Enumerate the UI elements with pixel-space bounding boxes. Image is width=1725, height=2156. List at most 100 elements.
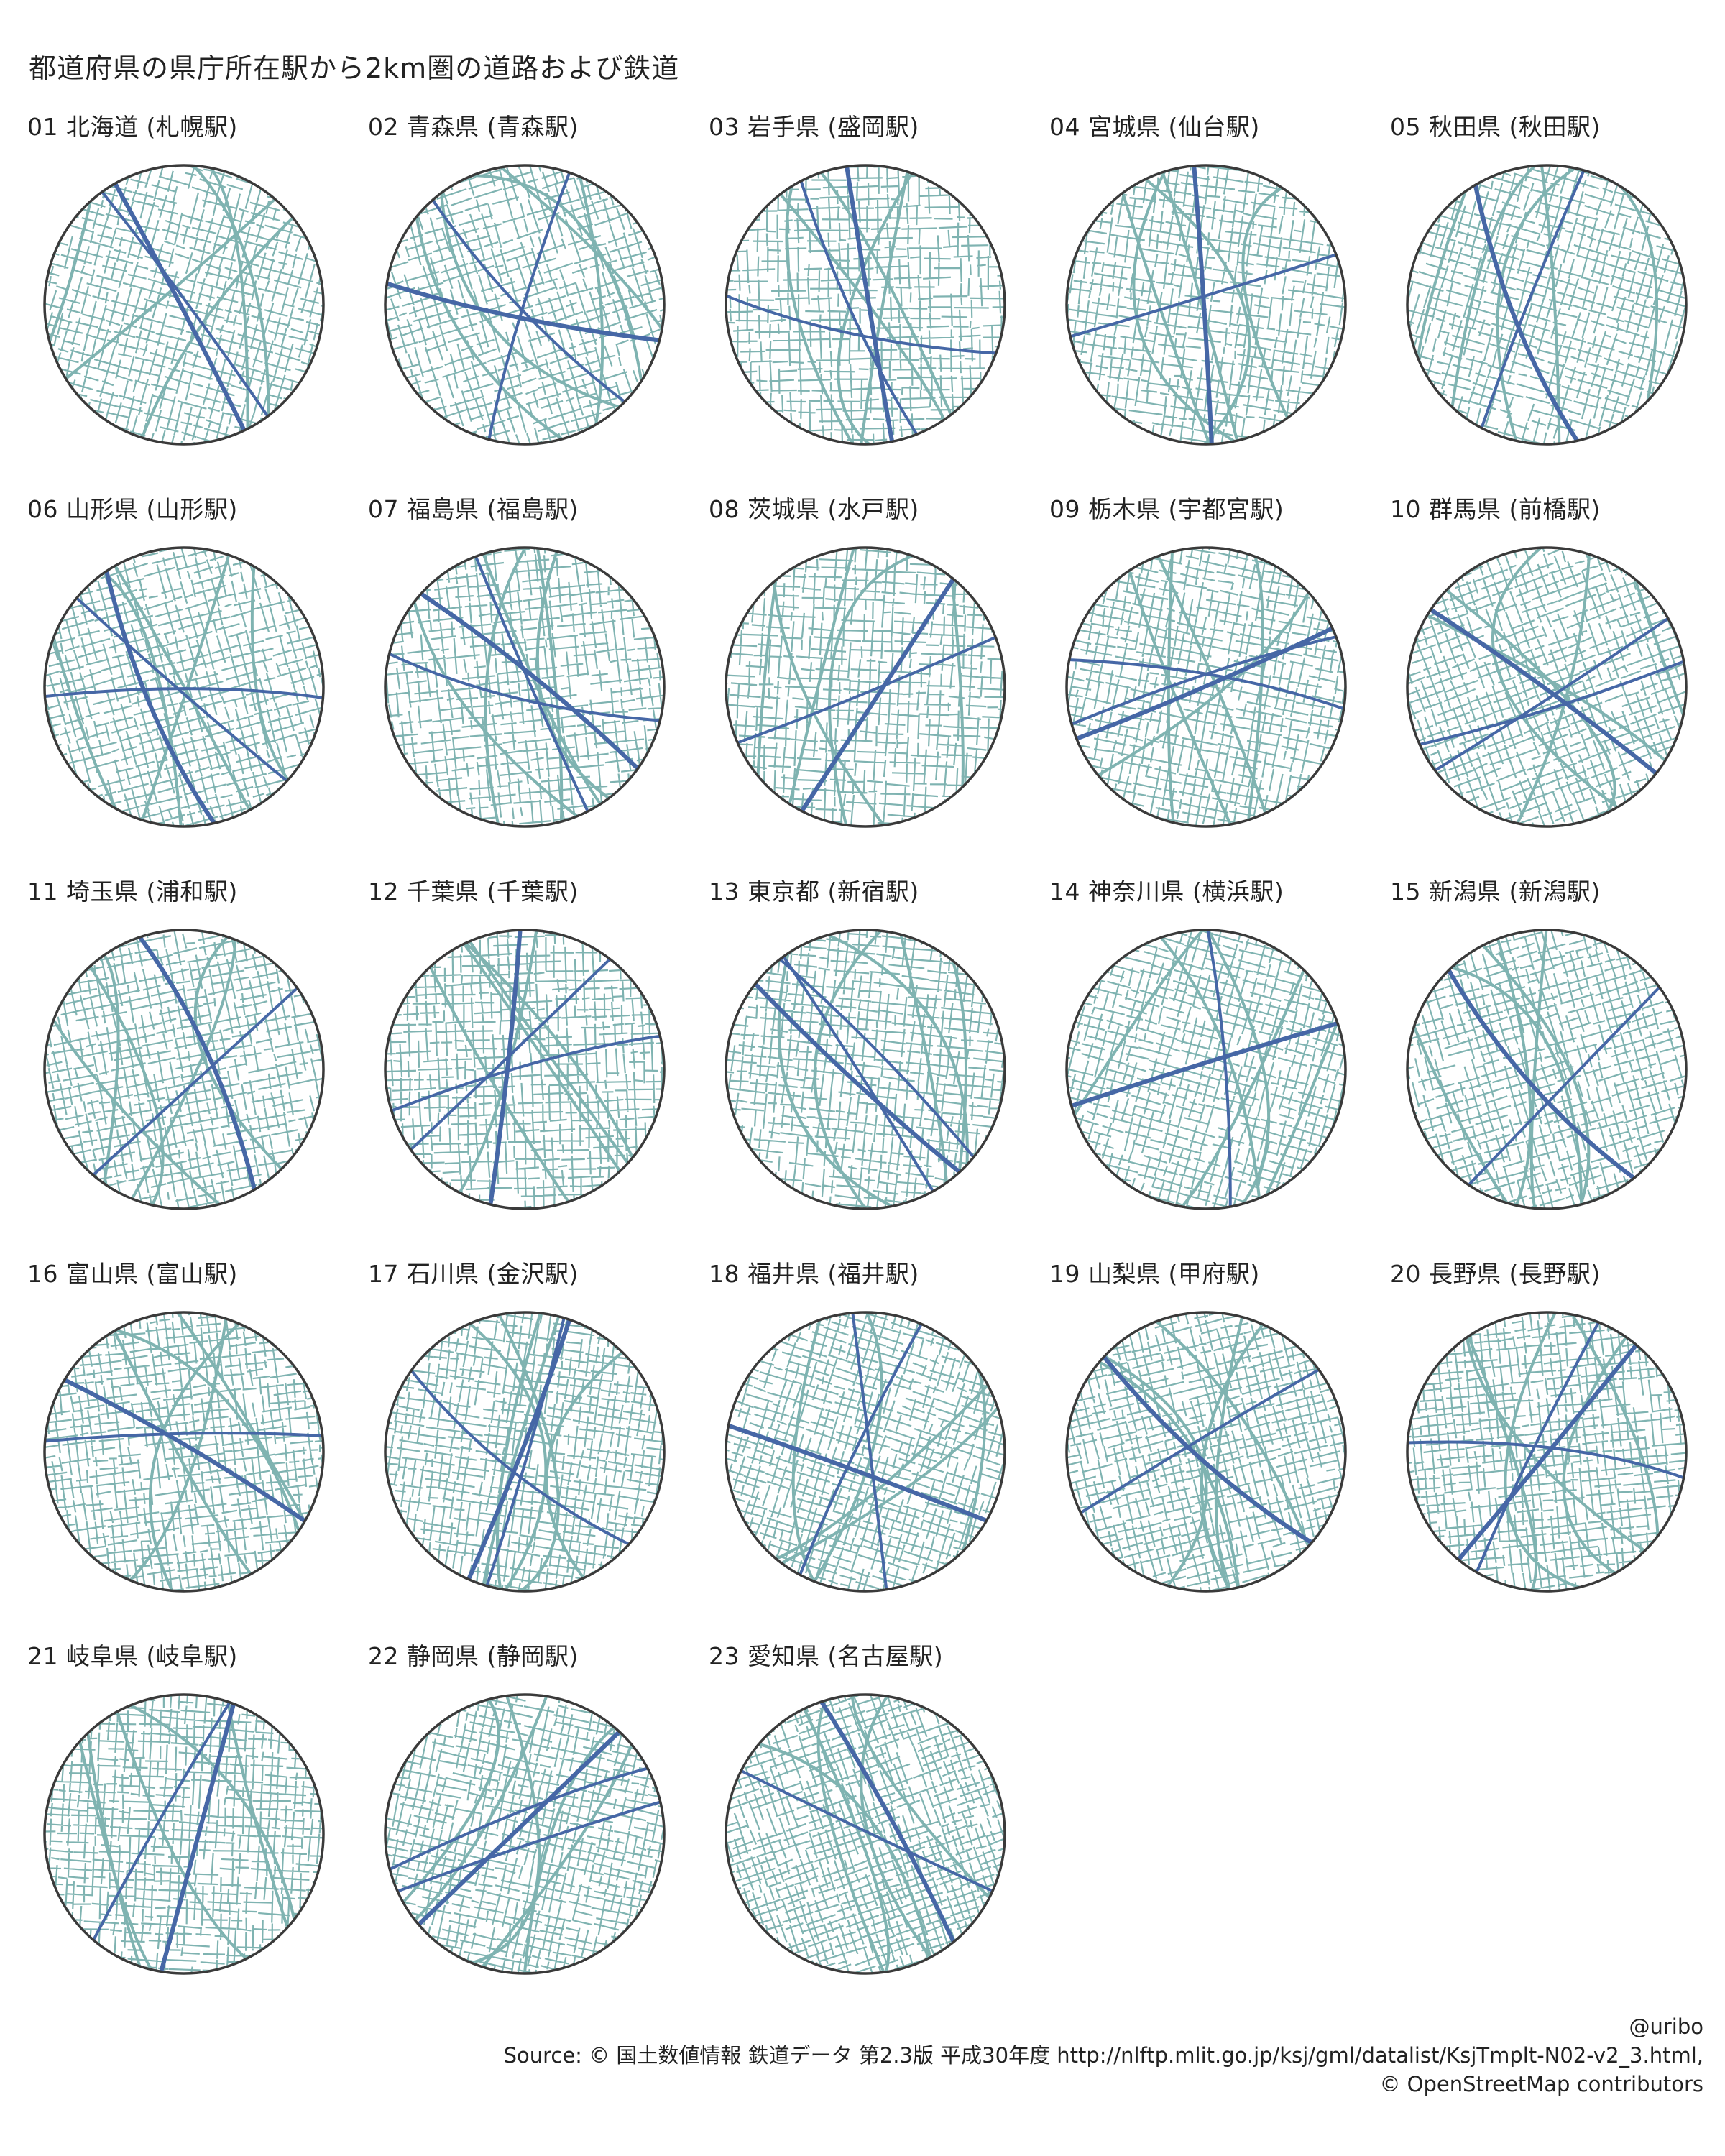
map-svg bbox=[1406, 1311, 1688, 1593]
map-svg bbox=[724, 546, 1006, 828]
station-buffer-map bbox=[1065, 929, 1347, 1210]
buffer-ring bbox=[384, 929, 666, 1210]
osm-attribution: © OpenStreetMap contributors bbox=[1379, 2072, 1703, 2096]
map-panel: 23 愛知県 (名古屋駅) bbox=[709, 1637, 1039, 2011]
railway-lines bbox=[1067, 165, 1346, 444]
map-svg bbox=[384, 929, 666, 1210]
map-panel: 02 青森県 (青森駅) bbox=[368, 108, 699, 482]
map-svg bbox=[724, 1311, 1006, 1593]
station-buffer-map bbox=[43, 929, 325, 1210]
panel-label: 03 岩手県 (盛岡駅) bbox=[709, 113, 919, 141]
buffer-ring bbox=[43, 546, 325, 828]
railway-lines bbox=[726, 165, 1005, 444]
map-svg bbox=[43, 1693, 325, 1975]
map-svg bbox=[1065, 546, 1347, 828]
station-buffer-map bbox=[724, 1693, 1006, 1975]
map-svg bbox=[43, 1311, 325, 1593]
map-svg bbox=[43, 546, 325, 828]
map-svg bbox=[43, 164, 325, 446]
map-svg bbox=[384, 1693, 666, 1975]
panel-label: 21 岐阜県 (岐阜駅) bbox=[27, 1642, 238, 1670]
station-buffer-map bbox=[1406, 929, 1688, 1210]
station-buffer-map bbox=[724, 164, 1006, 446]
panel-label: 07 福島県 (福島駅) bbox=[368, 495, 579, 523]
station-buffer-map bbox=[1065, 164, 1347, 446]
buffer-ring bbox=[43, 1693, 325, 1975]
map-panel: 16 富山県 (富山駅) bbox=[27, 1255, 358, 1628]
buffer-ring bbox=[1065, 546, 1347, 828]
map-panel: 01 北海道 (札幌駅) bbox=[27, 108, 358, 482]
panel-label: 17 石川県 (金沢駅) bbox=[368, 1260, 579, 1288]
map-panel: 22 静岡県 (静岡駅) bbox=[368, 1637, 699, 2011]
road-network bbox=[1407, 165, 1686, 444]
panel-label: 12 千葉県 (千葉駅) bbox=[368, 877, 579, 906]
map-panel: 13 東京都 (新宿駅) bbox=[709, 872, 1039, 1246]
map-panel: 15 新潟県 (新潟駅) bbox=[1390, 872, 1721, 1246]
station-buffer-map bbox=[43, 164, 325, 446]
station-buffer-map bbox=[1065, 546, 1347, 828]
page-title: 都道府県の県庁所在駅から2km圏の道路および鉄道 bbox=[29, 52, 680, 84]
buffer-ring bbox=[724, 1693, 1006, 1975]
station-buffer-map bbox=[1406, 546, 1688, 828]
station-buffer-map bbox=[43, 1311, 325, 1593]
map-panel: 18 福井県 (福井駅) bbox=[709, 1255, 1039, 1628]
map-panel: 06 山形県 (山形駅) bbox=[27, 490, 358, 864]
panel-label: 09 栃木県 (宇都宮駅) bbox=[1049, 495, 1284, 523]
panel-label: 01 北海道 (札幌駅) bbox=[27, 113, 238, 141]
map-panel: 20 長野県 (長野駅) bbox=[1390, 1255, 1721, 1628]
station-buffer-map bbox=[1406, 164, 1688, 446]
map-svg bbox=[1406, 546, 1688, 828]
buffer-ring bbox=[1406, 164, 1688, 446]
map-panel: 19 山梨県 (甲府駅) bbox=[1049, 1255, 1380, 1628]
panel-label: 19 山梨県 (甲府駅) bbox=[1049, 1260, 1260, 1288]
buffer-ring bbox=[724, 546, 1006, 828]
panel-label: 15 新潟県 (新潟駅) bbox=[1390, 877, 1601, 906]
buffer-ring bbox=[1065, 1311, 1347, 1593]
buffer-ring bbox=[724, 929, 1006, 1210]
map-svg bbox=[1065, 1311, 1347, 1593]
map-panel: 11 埼玉県 (浦和駅) bbox=[27, 872, 358, 1246]
panel-label: 13 東京都 (新宿駅) bbox=[709, 877, 919, 906]
buffer-ring bbox=[1065, 929, 1347, 1210]
panel-label: 23 愛知県 (名古屋駅) bbox=[709, 1642, 944, 1670]
panel-label: 14 神奈川県 (横浜駅) bbox=[1049, 877, 1284, 906]
buffer-ring bbox=[1406, 1311, 1688, 1593]
road-network bbox=[726, 165, 1005, 444]
map-panel: 12 千葉県 (千葉駅) bbox=[368, 872, 699, 1246]
map-svg bbox=[384, 164, 666, 446]
station-buffer-map bbox=[1406, 1311, 1688, 1593]
buffer-ring bbox=[384, 1693, 666, 1975]
buffer-ring bbox=[1406, 929, 1688, 1210]
station-buffer-map bbox=[43, 1693, 325, 1975]
panel-label: 02 青森県 (青森駅) bbox=[368, 113, 579, 141]
station-buffer-map bbox=[1065, 1311, 1347, 1593]
station-buffer-map bbox=[384, 929, 666, 1210]
buffer-ring bbox=[43, 164, 325, 446]
map-svg bbox=[1406, 164, 1688, 446]
panel-label: 11 埼玉県 (浦和駅) bbox=[27, 877, 238, 906]
map-svg bbox=[724, 1693, 1006, 1975]
station-buffer-map bbox=[724, 546, 1006, 828]
station-buffer-map bbox=[384, 1311, 666, 1593]
station-buffer-map bbox=[384, 1693, 666, 1975]
map-panel: 03 岩手県 (盛岡駅) bbox=[709, 108, 1039, 482]
station-buffer-map bbox=[724, 929, 1006, 1210]
panel-label: 06 山形県 (山形駅) bbox=[27, 495, 238, 523]
road-network bbox=[726, 548, 1005, 826]
panel-label: 04 宮城県 (仙台駅) bbox=[1049, 113, 1260, 141]
map-svg bbox=[724, 929, 1006, 1210]
buffer-ring bbox=[1406, 546, 1688, 828]
map-panel: 08 茨城県 (水戸駅) bbox=[709, 490, 1039, 864]
station-buffer-map bbox=[43, 546, 325, 828]
source-line: Source: © 国土数値情報 鉄道データ 第2.3版 平成30年度 http… bbox=[503, 2043, 1703, 2068]
map-panel: 14 神奈川県 (横浜駅) bbox=[1049, 872, 1380, 1246]
panel-label: 05 秋田県 (秋田駅) bbox=[1390, 113, 1601, 141]
panel-label: 20 長野県 (長野駅) bbox=[1390, 1260, 1601, 1288]
road-network bbox=[45, 548, 323, 826]
station-buffer-map bbox=[384, 164, 666, 446]
panel-label: 08 茨城県 (水戸駅) bbox=[709, 495, 919, 523]
buffer-ring bbox=[384, 1311, 666, 1593]
map-panel: 09 栃木県 (宇都宮駅) bbox=[1049, 490, 1380, 864]
road-network bbox=[726, 1695, 1005, 1973]
